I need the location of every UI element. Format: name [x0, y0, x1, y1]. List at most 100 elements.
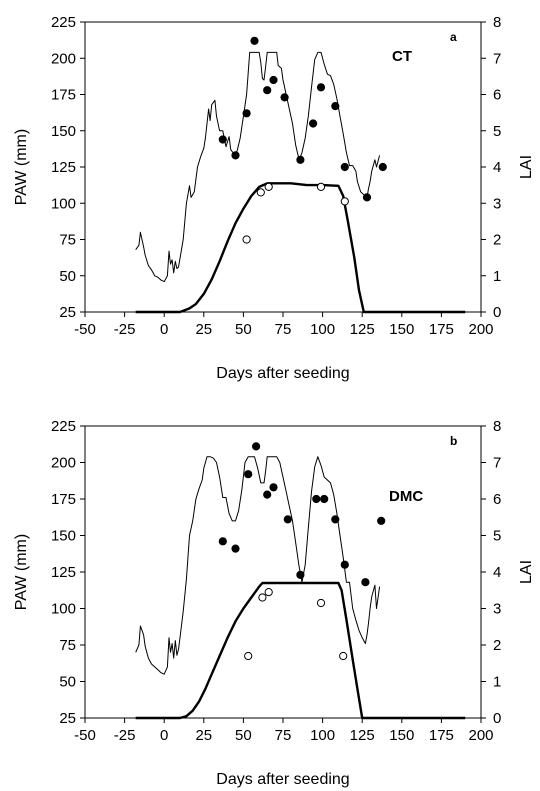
paw-observed-point — [283, 515, 292, 524]
y-tick-label: 25 — [59, 304, 76, 321]
x-tick-label: 75 — [275, 727, 292, 744]
y2-tick-label: 4 — [493, 159, 501, 176]
x-tick-label: 150 — [389, 727, 414, 744]
y-tick-label: 175 — [51, 87, 76, 104]
y2-tick-label: 1 — [493, 268, 501, 285]
paw-observed-point — [242, 109, 251, 118]
x-tick-label: -25 — [114, 321, 136, 338]
y2-tick-label: 2 — [493, 232, 501, 249]
paw-observed-point — [316, 83, 326, 92]
y2-tick-label: 8 — [493, 14, 501, 31]
paw-observed-point — [296, 155, 305, 164]
x-axis-label: Days after seeding — [216, 365, 349, 382]
y-tick-label: 200 — [51, 50, 76, 67]
x-tick-label: 0 — [160, 321, 168, 338]
paw-observed-point — [331, 102, 340, 111]
x-tick-label: 125 — [350, 321, 375, 338]
y-tick-label: 200 — [51, 455, 76, 472]
x-tick-label: 200 — [468, 727, 493, 744]
x-tick-label: -50 — [74, 727, 96, 744]
y-axis-label: PAW (mm) — [13, 129, 30, 205]
x-tick-label: 125 — [350, 727, 375, 744]
chart-panel-a: -50 -25 0 25 50 75 100 125 150 175 200255075100125… — [13, 14, 535, 382]
y2-tick-label: 3 — [493, 601, 501, 618]
lai-observed-point — [316, 598, 326, 608]
paw-observed-point — [280, 93, 289, 102]
lai-observed-point — [244, 651, 253, 661]
x-tick-label: 50 — [235, 321, 252, 338]
lai-simulated-line — [135, 182, 466, 314]
y-tick-label: 150 — [51, 528, 76, 545]
panel-label: b — [450, 434, 457, 448]
x-tick-label: 25 — [195, 727, 212, 744]
lai-observed-point — [339, 651, 348, 661]
y2-tick-label: 4 — [493, 564, 501, 581]
treatment-label: DMC — [389, 488, 423, 505]
paw-observed-point — [244, 470, 253, 479]
y2-tick-label: 7 — [493, 455, 501, 472]
lai-simulated-line — [135, 581, 466, 720]
lai-observed-point — [340, 197, 349, 206]
x-tick-label: 175 — [429, 321, 454, 338]
chart-panel-b: -50 -25 0 25 50 75 100 125 150 175 200255075100125… — [13, 418, 535, 788]
y-tick-label: 75 — [59, 637, 76, 654]
y-tick-label: 225 — [51, 14, 76, 31]
lai-observed-point — [264, 182, 273, 191]
lai-observed-point — [256, 188, 265, 197]
treatment-label: CT — [392, 48, 412, 65]
y2-axis-label: LAI — [518, 560, 535, 584]
y2-axis-label: LAI — [518, 155, 535, 179]
paw-simulated-line — [135, 456, 381, 675]
y-tick-label: 125 — [51, 564, 76, 581]
paw-observed-point — [231, 151, 240, 160]
y-axis-label: PAW (mm) — [13, 534, 30, 610]
y-tick-label: 125 — [51, 159, 76, 176]
y-tick-label: 50 — [59, 268, 76, 285]
paw-observed-point — [218, 537, 227, 546]
plot-frame — [84, 425, 482, 719]
paw-observed-point — [296, 570, 305, 580]
y2-tick-label: 3 — [493, 195, 501, 212]
x-tick-label: 175 — [429, 727, 454, 744]
x-tick-label: 150 — [389, 321, 414, 338]
x-tick-label: 50 — [235, 727, 252, 744]
paw-observed-point — [361, 578, 370, 587]
x-tick-label: 75 — [275, 321, 292, 338]
x-tick-label: -25 — [114, 727, 136, 744]
paw-observed-point — [252, 442, 261, 451]
plot-frame — [84, 21, 482, 313]
paw-observed-point — [309, 119, 318, 128]
x-tick-label: -50 — [74, 321, 96, 338]
paw-observed-point — [320, 494, 329, 504]
x-tick-label: 200 — [468, 321, 493, 338]
y-tick-label: 150 — [51, 123, 76, 140]
paw-observed-point — [218, 135, 227, 144]
x-tick-label: 100 — [310, 727, 335, 744]
y-tick-label: 100 — [51, 601, 76, 618]
paw-observed-point — [263, 86, 272, 95]
paw-observed-point — [263, 490, 272, 499]
paw-observed-point — [231, 544, 240, 553]
y2-tick-label: 8 — [493, 418, 501, 435]
paw-observed-point — [377, 516, 386, 526]
paw-observed-point — [362, 193, 372, 202]
lai-observed-point — [264, 588, 273, 597]
y2-tick-label: 6 — [493, 491, 501, 508]
paw-observed-point — [331, 515, 340, 524]
paw-observed-point — [269, 75, 278, 85]
y-tick-label: 75 — [59, 232, 76, 249]
paw-observed-point — [312, 494, 321, 504]
x-axis-label: Days after seeding — [216, 771, 349, 788]
y-tick-label: 225 — [51, 418, 76, 435]
paw-observed-point — [340, 560, 349, 569]
y-tick-label: 25 — [59, 710, 76, 727]
x-tick-label: 25 — [195, 321, 212, 338]
lai-observed-point — [242, 235, 251, 244]
paw-observed-point — [250, 36, 259, 45]
paw-observed-point — [269, 483, 278, 492]
lai-observed-point — [316, 182, 326, 191]
y-tick-label: 175 — [51, 491, 76, 508]
y2-tick-label: 5 — [493, 528, 501, 545]
y-tick-label: 50 — [59, 674, 76, 691]
